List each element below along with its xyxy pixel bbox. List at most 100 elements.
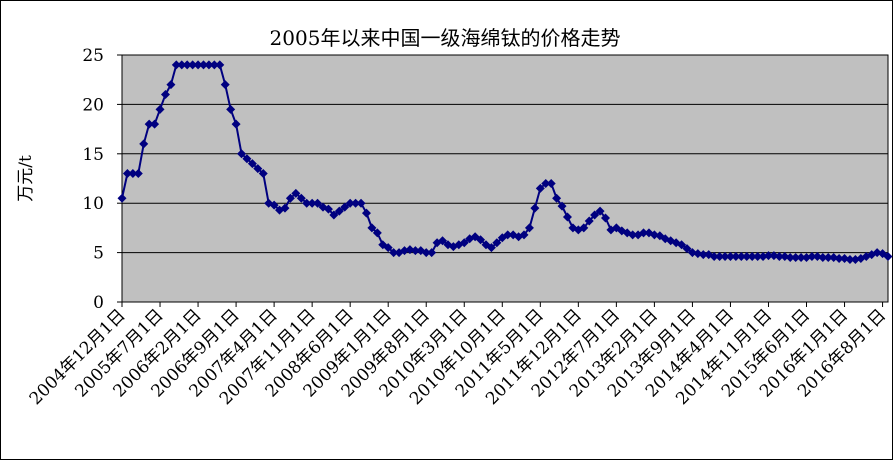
data-point bbox=[753, 252, 763, 262]
data-point bbox=[182, 60, 192, 70]
data-point bbox=[535, 183, 545, 193]
data-point bbox=[834, 254, 844, 264]
data-point bbox=[530, 203, 540, 213]
data-point bbox=[562, 212, 572, 222]
data-point bbox=[698, 250, 708, 260]
data-point bbox=[302, 198, 312, 208]
data-point bbox=[628, 230, 638, 240]
y-tick-label: 15 bbox=[82, 145, 104, 165]
data-point bbox=[313, 198, 323, 208]
data-point bbox=[791, 253, 801, 263]
plot-area bbox=[121, 54, 889, 303]
data-point bbox=[150, 119, 160, 129]
data-point bbox=[715, 252, 725, 262]
y-tick-label: 25 bbox=[82, 46, 104, 66]
data-point bbox=[258, 169, 268, 179]
data-point bbox=[122, 169, 132, 179]
data-point bbox=[133, 169, 143, 179]
data-point bbox=[709, 252, 719, 262]
data-point bbox=[519, 230, 529, 240]
data-point bbox=[823, 253, 833, 263]
data-point bbox=[226, 104, 236, 114]
data-point bbox=[438, 236, 448, 246]
data-point bbox=[486, 243, 496, 253]
data-point bbox=[323, 204, 333, 214]
y-tick-label: 10 bbox=[82, 194, 104, 214]
data-point bbox=[742, 252, 752, 262]
data-point bbox=[410, 246, 420, 256]
data-point bbox=[372, 228, 382, 238]
data-point bbox=[215, 60, 225, 70]
data-point bbox=[747, 252, 757, 262]
data-point bbox=[807, 252, 817, 262]
data-point bbox=[237, 149, 247, 159]
data-point bbox=[285, 193, 295, 203]
data-point bbox=[682, 244, 692, 254]
data-point bbox=[128, 169, 138, 179]
data-point bbox=[155, 104, 165, 114]
data-point bbox=[552, 193, 562, 203]
data-point bbox=[361, 208, 371, 218]
data-point bbox=[177, 60, 187, 70]
data-point bbox=[541, 178, 551, 188]
data-point bbox=[693, 249, 703, 259]
chart-title: 2005年以来中国一级海绵钛的价格走势 bbox=[270, 26, 621, 50]
data-point bbox=[421, 248, 431, 258]
data-point bbox=[291, 188, 301, 198]
data-point bbox=[242, 154, 252, 164]
data-point bbox=[731, 252, 741, 262]
y-tick-label: 0 bbox=[93, 293, 104, 313]
y-tick-label: 5 bbox=[93, 244, 104, 264]
data-point bbox=[878, 249, 888, 259]
data-point bbox=[818, 253, 828, 263]
data-point bbox=[584, 216, 594, 226]
data-point bbox=[546, 178, 556, 188]
data-point bbox=[247, 159, 257, 169]
data-point bbox=[204, 60, 214, 70]
data-point bbox=[856, 254, 866, 264]
data-point bbox=[639, 228, 649, 238]
data-point bbox=[329, 210, 339, 220]
data-point bbox=[492, 238, 502, 248]
data-point bbox=[590, 210, 600, 220]
data-point bbox=[427, 248, 437, 258]
data-point bbox=[340, 202, 350, 212]
data-point bbox=[796, 253, 806, 263]
data-point bbox=[160, 90, 170, 100]
data-point bbox=[220, 80, 230, 90]
data-point bbox=[280, 203, 290, 213]
data-point bbox=[231, 119, 241, 129]
data-point bbox=[883, 252, 893, 262]
y-axis-label: 万元/t bbox=[16, 155, 36, 202]
data-point bbox=[351, 198, 361, 208]
data-point bbox=[595, 206, 605, 216]
y-tick-label: 20 bbox=[82, 95, 104, 115]
data-point bbox=[166, 80, 176, 90]
data-point bbox=[720, 252, 730, 262]
data-point bbox=[503, 230, 513, 240]
data-point bbox=[677, 240, 687, 250]
data-point bbox=[774, 252, 784, 262]
data-point bbox=[802, 253, 812, 263]
data-point bbox=[850, 255, 860, 265]
data-point bbox=[459, 238, 469, 248]
data-point bbox=[389, 248, 399, 258]
data-point bbox=[557, 201, 567, 211]
data-point bbox=[601, 213, 611, 223]
data-point bbox=[193, 60, 203, 70]
data-point bbox=[209, 60, 219, 70]
data-point bbox=[367, 223, 377, 233]
data-point bbox=[383, 243, 393, 253]
data-point bbox=[117, 193, 127, 203]
data-point bbox=[171, 60, 181, 70]
data-point bbox=[356, 198, 366, 208]
data-point bbox=[785, 253, 795, 263]
data-point bbox=[253, 164, 263, 174]
data-point bbox=[763, 251, 773, 261]
data-point bbox=[845, 255, 855, 265]
data-point bbox=[198, 60, 208, 70]
data-point bbox=[188, 60, 198, 70]
data-point bbox=[345, 198, 355, 208]
